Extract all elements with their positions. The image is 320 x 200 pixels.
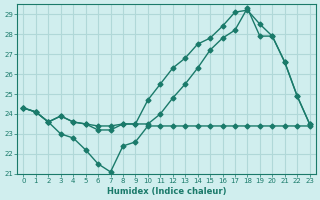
X-axis label: Humidex (Indice chaleur): Humidex (Indice chaleur): [107, 187, 226, 196]
